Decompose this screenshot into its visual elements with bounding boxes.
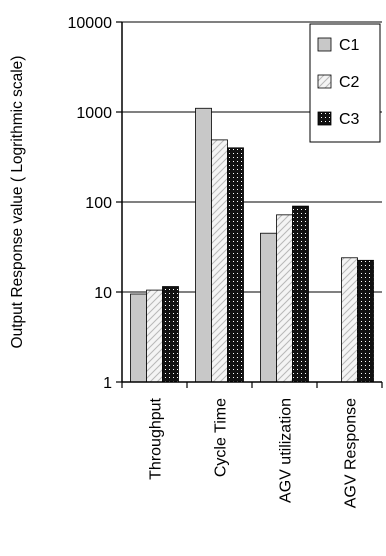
bar-c3-throughput — [162, 286, 179, 383]
bars — [130, 107, 374, 383]
legend-swatch-c3 — [317, 111, 332, 126]
bar-c2-agv-utilization — [276, 214, 293, 383]
y-tick-labels: 1 10 100 1000 10000 — [68, 15, 122, 392]
x-tick-label: Cycle Time — [213, 398, 230, 477]
x-tick-labels: Throughput Cycle Time AGV utilization AGV R… — [148, 397, 360, 508]
x-tick-label: AGV Response — [343, 398, 360, 508]
y-tick-label: 1 — [103, 375, 112, 392]
y-tick-label: 10000 — [68, 15, 113, 32]
bar-c2-throughput — [146, 289, 163, 383]
bar-c1-agv-utilization — [260, 232, 277, 383]
bar-c3-cycle-time — [227, 147, 244, 383]
legend-label-c3: C3 — [339, 111, 360, 128]
x-tick-label: AGV utilization — [278, 398, 295, 503]
legend-label-c2: C2 — [339, 74, 360, 91]
y-tick-label: 100 — [85, 195, 112, 212]
bar-c3-agv-response — [357, 259, 374, 383]
y-tick-label: 1000 — [76, 105, 112, 122]
y-tick-label: 10 — [94, 285, 112, 302]
bar-c2-agv-response — [341, 257, 358, 383]
legend: C1 C2 C3 — [309, 23, 381, 143]
x-tick-label: Throughput — [148, 397, 165, 479]
bar-c2-cycle-time — [211, 139, 228, 383]
gridlines — [122, 21, 382, 293]
legend-swatch-c1 — [317, 37, 332, 52]
bar-c3-agv-utilization — [292, 205, 309, 383]
bar-c1-cycle-time — [195, 107, 212, 383]
y-axis-title: Output Response value ( Logrithmic scale… — [9, 56, 26, 349]
legend-label-c1: C1 — [339, 37, 360, 54]
bar-c1-throughput — [130, 293, 147, 383]
legend-swatch-c2 — [317, 74, 332, 89]
